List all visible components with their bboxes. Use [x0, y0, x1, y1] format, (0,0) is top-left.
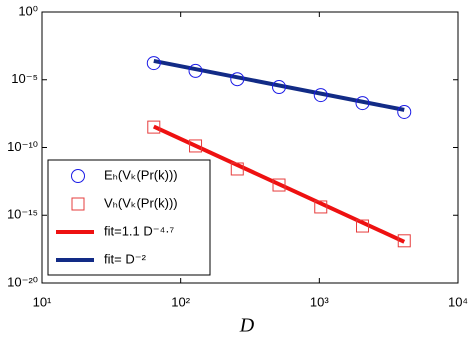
legend-label: fit=1.1 D⁻⁴·⁷: [104, 223, 175, 238]
data-point: [272, 80, 287, 95]
fit-line: [152, 124, 406, 244]
data-point: [230, 72, 245, 87]
x-tick-label: 10¹: [33, 294, 52, 309]
data-point: [313, 88, 328, 103]
legend-label: Eₕ(Vₖ(Pr(k))): [104, 167, 178, 182]
legend-swatch: [71, 197, 85, 211]
y-tick-label: 10⁻¹⁵: [7, 207, 38, 222]
x-tick-label: 10³: [310, 294, 329, 309]
x-tick-label: 10²: [171, 294, 190, 309]
y-tick-label: 10⁰: [18, 3, 38, 18]
legend-box: [47, 159, 211, 276]
data-point: [356, 219, 370, 233]
data-point: [188, 63, 203, 78]
data-point: [147, 120, 161, 134]
legend-label: fit= D⁻²: [104, 251, 147, 266]
y-tick-label: 10⁻⁵: [11, 71, 38, 86]
x-tick-label: 10⁴: [448, 294, 468, 309]
data-point: [230, 162, 244, 176]
data-point: [397, 234, 411, 248]
legend-swatch: [71, 169, 85, 183]
x-axis-label: D: [239, 315, 255, 337]
data-point: [189, 139, 203, 153]
fit-line: [153, 58, 405, 112]
legend-label: Vₕ(Vₖ(Pr(k))): [104, 195, 178, 210]
data-point: [272, 178, 286, 192]
data-point: [314, 200, 328, 214]
data-point: [146, 56, 161, 71]
data-point: [397, 104, 412, 119]
y-tick-label: 10⁻¹⁰: [7, 139, 38, 154]
data-point: [355, 96, 370, 111]
y-tick-label: 10⁻²⁰: [7, 274, 38, 289]
